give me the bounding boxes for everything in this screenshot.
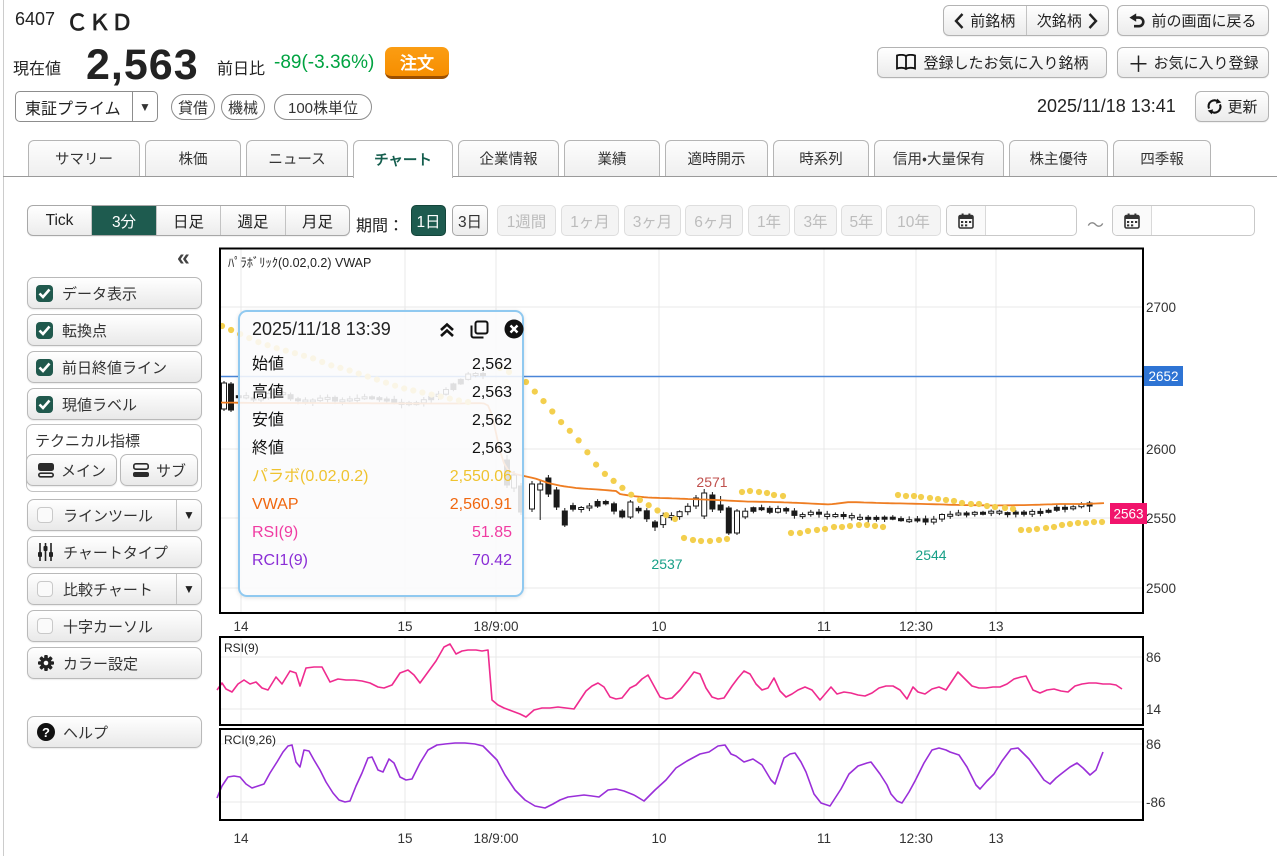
svg-text:12:30: 12:30 bbox=[899, 831, 933, 846]
svg-text:13: 13 bbox=[988, 619, 1003, 634]
svg-text:15: 15 bbox=[397, 831, 412, 846]
svg-text:2600: 2600 bbox=[1146, 442, 1176, 457]
svg-text:18/9:00: 18/9:00 bbox=[473, 831, 518, 846]
svg-text:12:30: 12:30 bbox=[899, 619, 933, 634]
svg-text:86: 86 bbox=[1146, 737, 1161, 752]
svg-text:2652: 2652 bbox=[1148, 369, 1178, 384]
svg-text:11: 11 bbox=[817, 619, 831, 634]
svg-text:2700: 2700 bbox=[1146, 300, 1176, 315]
svg-text:10: 10 bbox=[651, 619, 666, 634]
svg-text:11: 11 bbox=[817, 831, 831, 846]
svg-text:2563: 2563 bbox=[1113, 507, 1143, 522]
svg-text:RCI(9,26): RCI(9,26) bbox=[224, 733, 276, 747]
svg-text:2500: 2500 bbox=[1146, 581, 1176, 596]
svg-text:2537: 2537 bbox=[651, 556, 682, 572]
svg-text:86: 86 bbox=[1146, 650, 1161, 665]
svg-text:RSI(9): RSI(9) bbox=[224, 641, 259, 655]
svg-text:2550: 2550 bbox=[1146, 511, 1176, 526]
svg-text:10: 10 bbox=[651, 831, 666, 846]
svg-text:ﾊﾟﾗﾎﾞﾘｯｸ(0.02,0.2) VWAP: ﾊﾟﾗﾎﾞﾘｯｸ(0.02,0.2) VWAP bbox=[228, 256, 371, 270]
svg-text:13: 13 bbox=[988, 831, 1003, 846]
svg-text:-86: -86 bbox=[1146, 795, 1166, 810]
svg-text:14: 14 bbox=[1146, 702, 1162, 717]
svg-text:15: 15 bbox=[397, 619, 412, 634]
svg-text:2571: 2571 bbox=[696, 474, 727, 490]
svg-text:2544: 2544 bbox=[915, 547, 946, 563]
svg-text:14: 14 bbox=[233, 831, 249, 846]
svg-text:18/9:00: 18/9:00 bbox=[473, 619, 518, 634]
svg-text:14: 14 bbox=[233, 619, 249, 634]
